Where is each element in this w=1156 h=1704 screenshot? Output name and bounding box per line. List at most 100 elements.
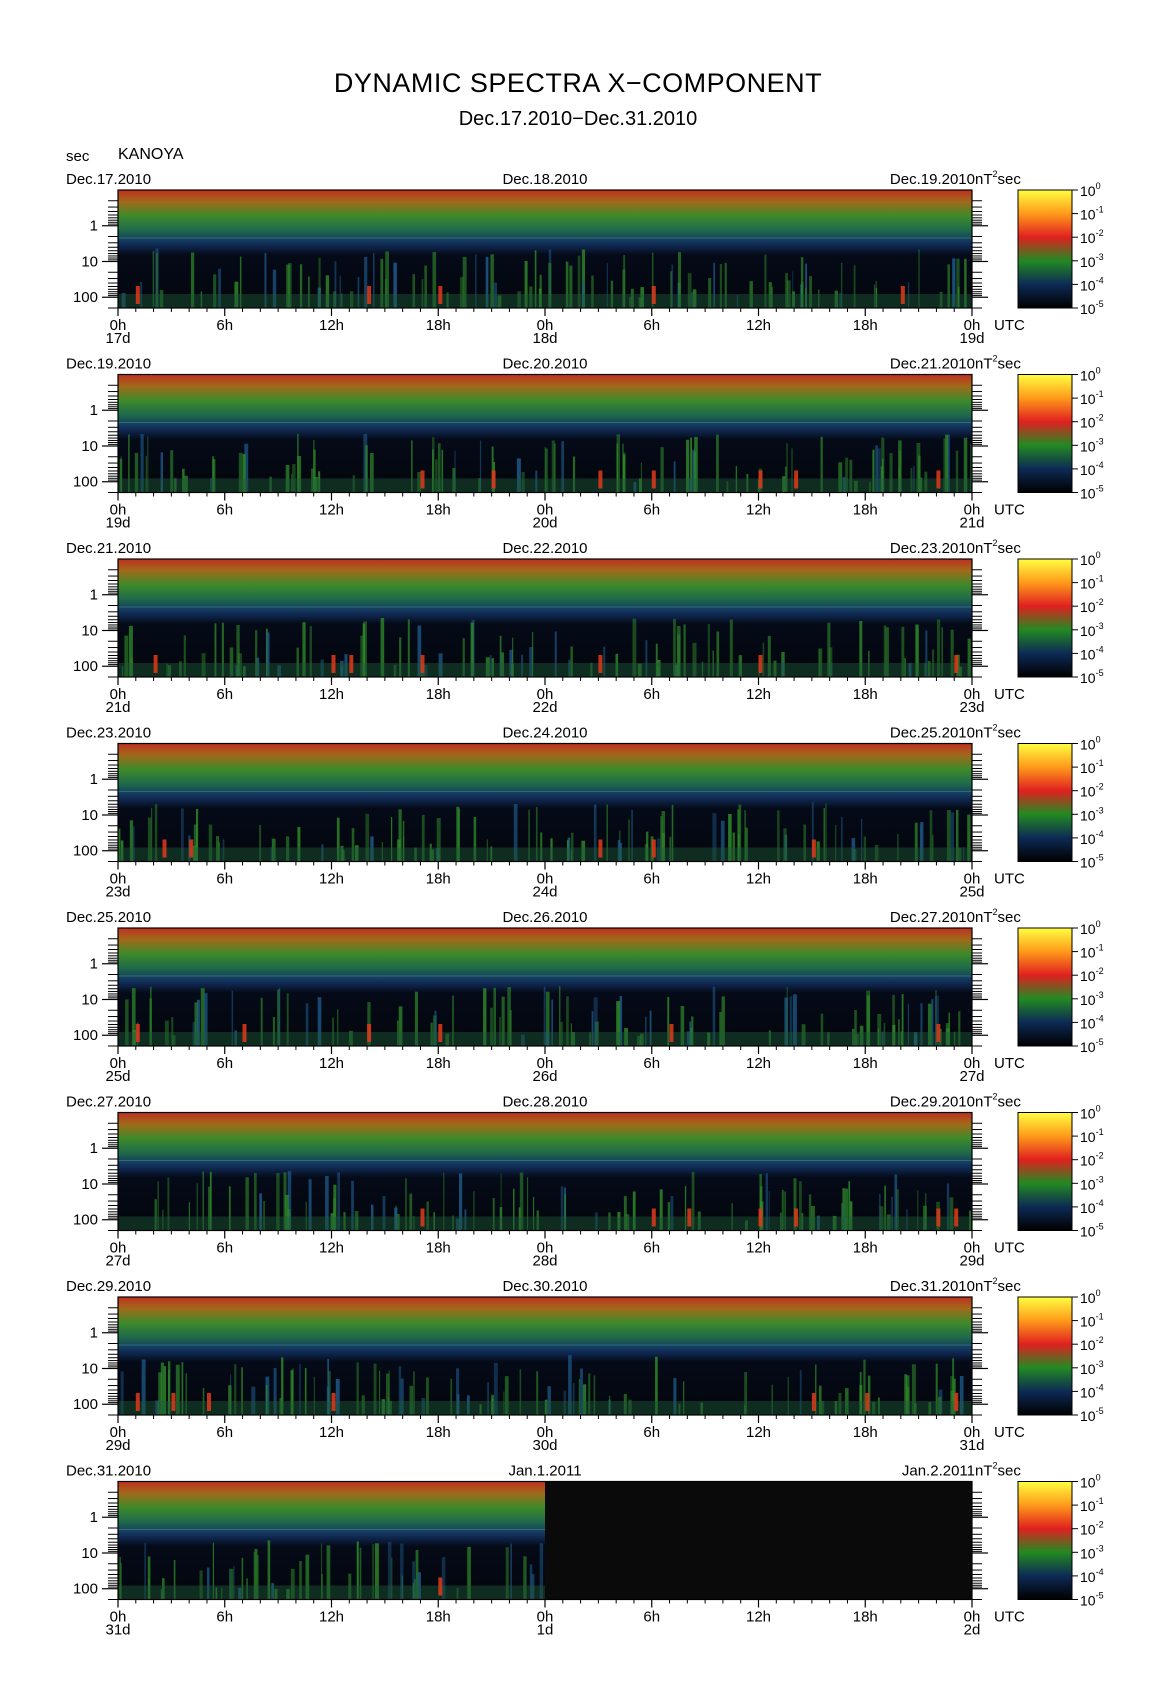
activity-streak	[147, 436, 149, 493]
activity-streak	[380, 618, 385, 677]
hot-spot	[936, 1024, 941, 1042]
activity-streak	[673, 618, 676, 677]
activity-streak	[939, 291, 943, 308]
x-tick-label: 18h	[426, 1240, 451, 1257]
activity-streak	[551, 440, 555, 493]
activity-streak	[816, 841, 820, 862]
activity-streak	[391, 1557, 393, 1600]
activity-streak	[535, 807, 538, 862]
activity-streak	[811, 1206, 815, 1231]
activity-streak	[407, 619, 410, 677]
hot-spot	[936, 470, 941, 489]
activity-streak	[456, 806, 460, 862]
x-tick-label: 12h	[746, 502, 771, 519]
x-tick-label: 12h	[319, 317, 344, 334]
colorbar-unit: nT2sec	[975, 1276, 1021, 1295]
panel-end-date: Dec.25.2010	[890, 725, 975, 742]
activity-streak	[737, 295, 739, 308]
activity-streak	[216, 836, 220, 862]
activity-streak	[566, 840, 569, 862]
activity-streak	[311, 468, 314, 493]
day-label: 27d	[105, 1253, 130, 1270]
activity-streak	[571, 1032, 576, 1046]
activity-streak	[536, 1371, 539, 1415]
x-tick-label: 0h	[110, 317, 127, 334]
activity-streak	[304, 1368, 307, 1415]
activity-streak	[320, 659, 324, 677]
activity-streak	[686, 439, 690, 493]
activity-streak	[305, 1554, 310, 1600]
activity-streak	[835, 825, 837, 862]
panel-end-date: Dec.21.2010	[890, 356, 975, 373]
activity-streak	[204, 993, 208, 1046]
activity-streak	[799, 1370, 802, 1415]
activity-streak	[898, 440, 902, 493]
activity-streak	[356, 1362, 359, 1415]
activity-streak	[673, 461, 676, 493]
activity-streak	[343, 1212, 346, 1231]
activity-streak	[792, 291, 795, 308]
x-tick-label: 12h	[746, 1055, 771, 1072]
activity-streak	[818, 842, 820, 862]
activity-streak	[434, 1010, 437, 1046]
activity-streak	[578, 1378, 580, 1415]
activity-streak	[214, 623, 217, 677]
activity-streak	[212, 459, 216, 493]
activity-streak	[789, 996, 793, 1046]
activity-streak	[318, 471, 321, 493]
activity-streak	[341, 293, 343, 308]
activity-streak	[339, 275, 341, 308]
activity-streak	[290, 1568, 295, 1600]
x-tick-label: 0h	[964, 317, 981, 334]
activity-streak	[459, 1173, 463, 1231]
day-label: 20d	[532, 515, 557, 532]
activity-streak	[400, 1543, 404, 1600]
hot-spot	[331, 655, 336, 673]
activity-streak	[687, 273, 692, 308]
activity-streak	[786, 280, 791, 308]
activity-streak	[382, 1196, 386, 1231]
activity-streak	[906, 1209, 908, 1231]
activity-streak	[656, 838, 661, 862]
activity-streak	[800, 257, 804, 308]
activity-streak	[886, 1214, 891, 1231]
activity-streak	[593, 997, 598, 1046]
x-tick-label: 0h	[964, 871, 981, 888]
hot-spot	[865, 1393, 870, 1411]
colorbar-tick-label: 10-5	[1080, 1222, 1104, 1240]
x-tick-label: 0h	[110, 1424, 127, 1441]
activity-streak	[281, 1357, 284, 1415]
activity-streak	[724, 262, 727, 308]
activity-streak	[799, 1181, 802, 1231]
activity-streak	[773, 660, 777, 677]
activity-streak	[365, 813, 370, 862]
activity-streak	[253, 1551, 255, 1600]
colorbar-tick-label: 100	[1080, 735, 1101, 753]
x-tick-label: 0h	[110, 502, 127, 519]
hot-spot	[900, 286, 905, 304]
activity-streak	[952, 258, 956, 308]
activity-streak	[234, 281, 239, 308]
activity-streak	[546, 991, 550, 1046]
activity-streak	[781, 1189, 784, 1231]
activity-streak	[259, 825, 262, 862]
activity-streak	[441, 449, 444, 493]
activity-streak	[132, 1030, 136, 1046]
y-tick-label: 100	[73, 1396, 98, 1413]
colorbar-tick-label: 100	[1080, 550, 1101, 568]
activity-streak	[544, 1399, 548, 1415]
colorbar	[1017, 1296, 1073, 1416]
activity-streak	[118, 828, 121, 862]
activity-streak	[925, 630, 928, 677]
spectra-panel-7: Dec.29.2010 Dec.30.2010 Dec.31.2010 nT2sec 1…	[66, 1276, 1104, 1454]
activity-streak	[503, 1391, 505, 1415]
hot-spot	[242, 1024, 247, 1042]
activity-streak	[277, 665, 281, 677]
chart-subtitle: Dec.17.2010−Dec.31.2010	[458, 108, 698, 130]
activity-streak	[233, 1565, 235, 1600]
activity-streak	[493, 282, 497, 308]
activity-streak	[299, 1561, 302, 1600]
x-tick-label: 0h	[964, 686, 981, 703]
activity-streak	[285, 1195, 289, 1231]
activity-streak	[651, 252, 654, 308]
